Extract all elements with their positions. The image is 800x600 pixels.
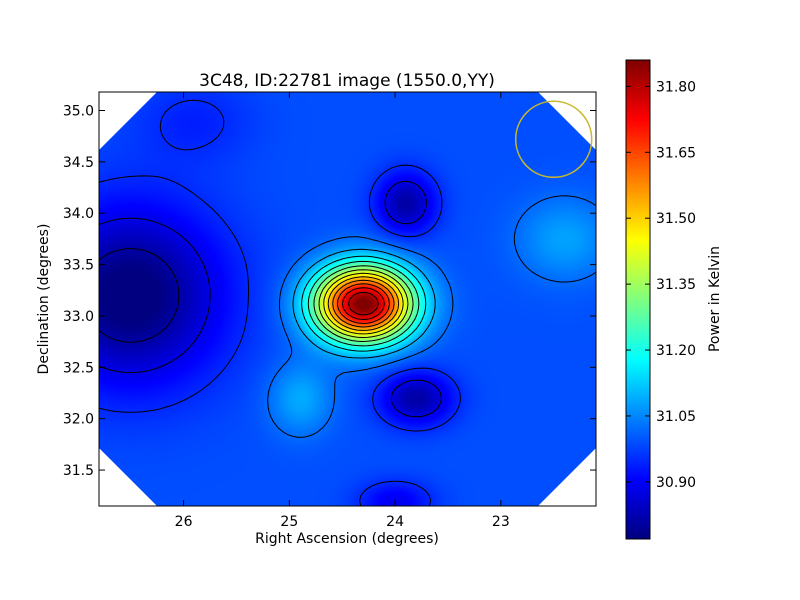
y-axis-label: Declination (degrees) [36,224,52,375]
y-tick-label: 35.0 [63,103,94,119]
colorbar-tick-label: 31.35 [656,277,696,293]
contour-line-13 [336,283,390,324]
colorbar-tick-label: 31.80 [656,79,696,95]
x-tick-label: 26 [175,514,193,530]
colorbar-tick-label: 30.90 [656,475,696,491]
x-tick-label: 24 [386,514,404,530]
contour-line-1 [99,248,180,343]
y-tick-label: 33.5 [63,258,94,274]
contour-line-15 [348,291,379,316]
contour-line-6 [301,255,427,352]
x-axis: 26 25 24 23 [175,92,510,530]
colorbar-tick-label: 31.50 [656,211,696,227]
contour-line-10 [323,272,404,335]
x-tick-label: 23 [492,514,510,530]
contour-line-12 [332,279,395,328]
y-tick-label: 31.5 [63,463,94,479]
colorbar: 30.90 31.05 31.20 31.35 31.50 31.65 31.80 Powe… [625,59,723,540]
colorbar-gradient [625,59,651,540]
heatmap-image [99,92,596,506]
x-tick-label: 25 [280,514,298,530]
contour-line-9 [318,269,409,338]
x-axis-label: Right Ascension (degrees) [255,531,439,547]
chart-title: 3C48, ID:22781 image (1550.0,YY) [199,71,495,91]
y-tick-label: 32.0 [63,412,94,428]
plot-area: 26 25 24 23 31.5 32.0 32.5 33.0 33.5 34.0 34.5 35.… [63,91,597,530]
y-tick-label: 33.0 [63,309,94,325]
colorbar-tick-label: 31.65 [656,145,696,161]
colorbar-label: Power in Kelvin [707,246,723,352]
contour-line-5 [292,248,436,359]
contour-lines [99,99,596,506]
contour-line-3 [99,99,461,506]
contour-line-8 [313,265,414,342]
contour-line-11 [327,276,400,331]
colorbar-ticks: 30.90 31.05 31.20 31.35 31.50 31.65 31.80 [626,79,696,491]
contour-line-4 [267,195,596,438]
y-axis: 31.5 32.0 32.5 33.0 33.5 34.0 34.5 35.0 [63,103,596,479]
contour-line-14 [341,287,385,320]
contour-line-2 [99,180,442,418]
contour-line-7 [307,260,420,347]
y-tick-label: 32.5 [63,360,94,376]
colorbar-tick-label: 31.20 [656,343,696,359]
colorbar-tick-label: 31.05 [656,409,696,425]
beam-marker [514,100,593,179]
y-tick-label: 34.5 [63,155,94,171]
y-tick-label: 34.0 [63,206,94,222]
plot-frame [98,91,597,507]
